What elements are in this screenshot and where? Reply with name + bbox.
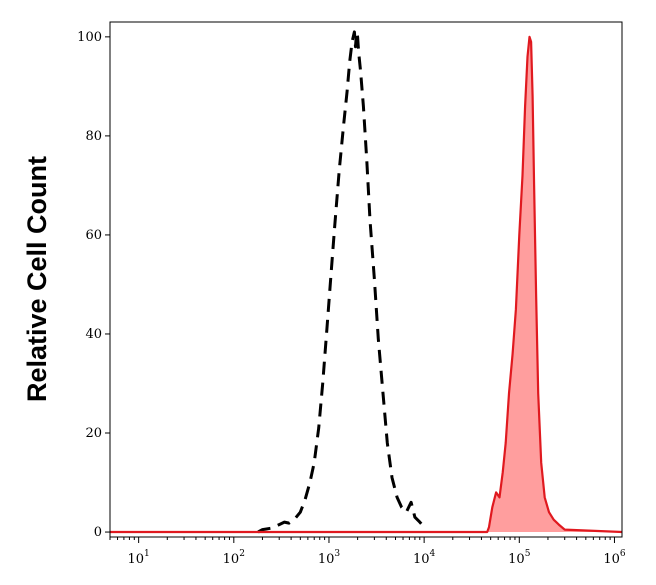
series-1-fill: [110, 36, 622, 533]
x-tick-label: 106: [603, 549, 626, 567]
plot-series-group: [110, 30, 623, 534]
x-tick-label: 104: [413, 549, 436, 567]
y-axis-label: Relative Cell Count: [22, 156, 52, 402]
y-tick-label: 100: [77, 30, 102, 45]
x-tick-label: 103: [318, 549, 341, 567]
y-axis-ticks: 0 20 40 60 80 100: [77, 30, 110, 540]
y-tick-label: 80: [85, 129, 102, 144]
x-tick-label: 102: [223, 549, 245, 567]
plot-frame: [109, 21, 623, 538]
x-tick-label: 105: [508, 549, 531, 567]
x-tick-label: 101: [128, 549, 150, 567]
y-tick-label: 20: [85, 426, 102, 441]
x-axis-ticks: 101 102 103 104 105 106: [109, 537, 626, 567]
series-0-line: [257, 30, 425, 534]
y-tick-label: 60: [85, 228, 102, 243]
y-tick-label: 0: [94, 525, 102, 540]
y-tick-label: 40: [85, 327, 102, 342]
series-1-line: [110, 35, 623, 534]
